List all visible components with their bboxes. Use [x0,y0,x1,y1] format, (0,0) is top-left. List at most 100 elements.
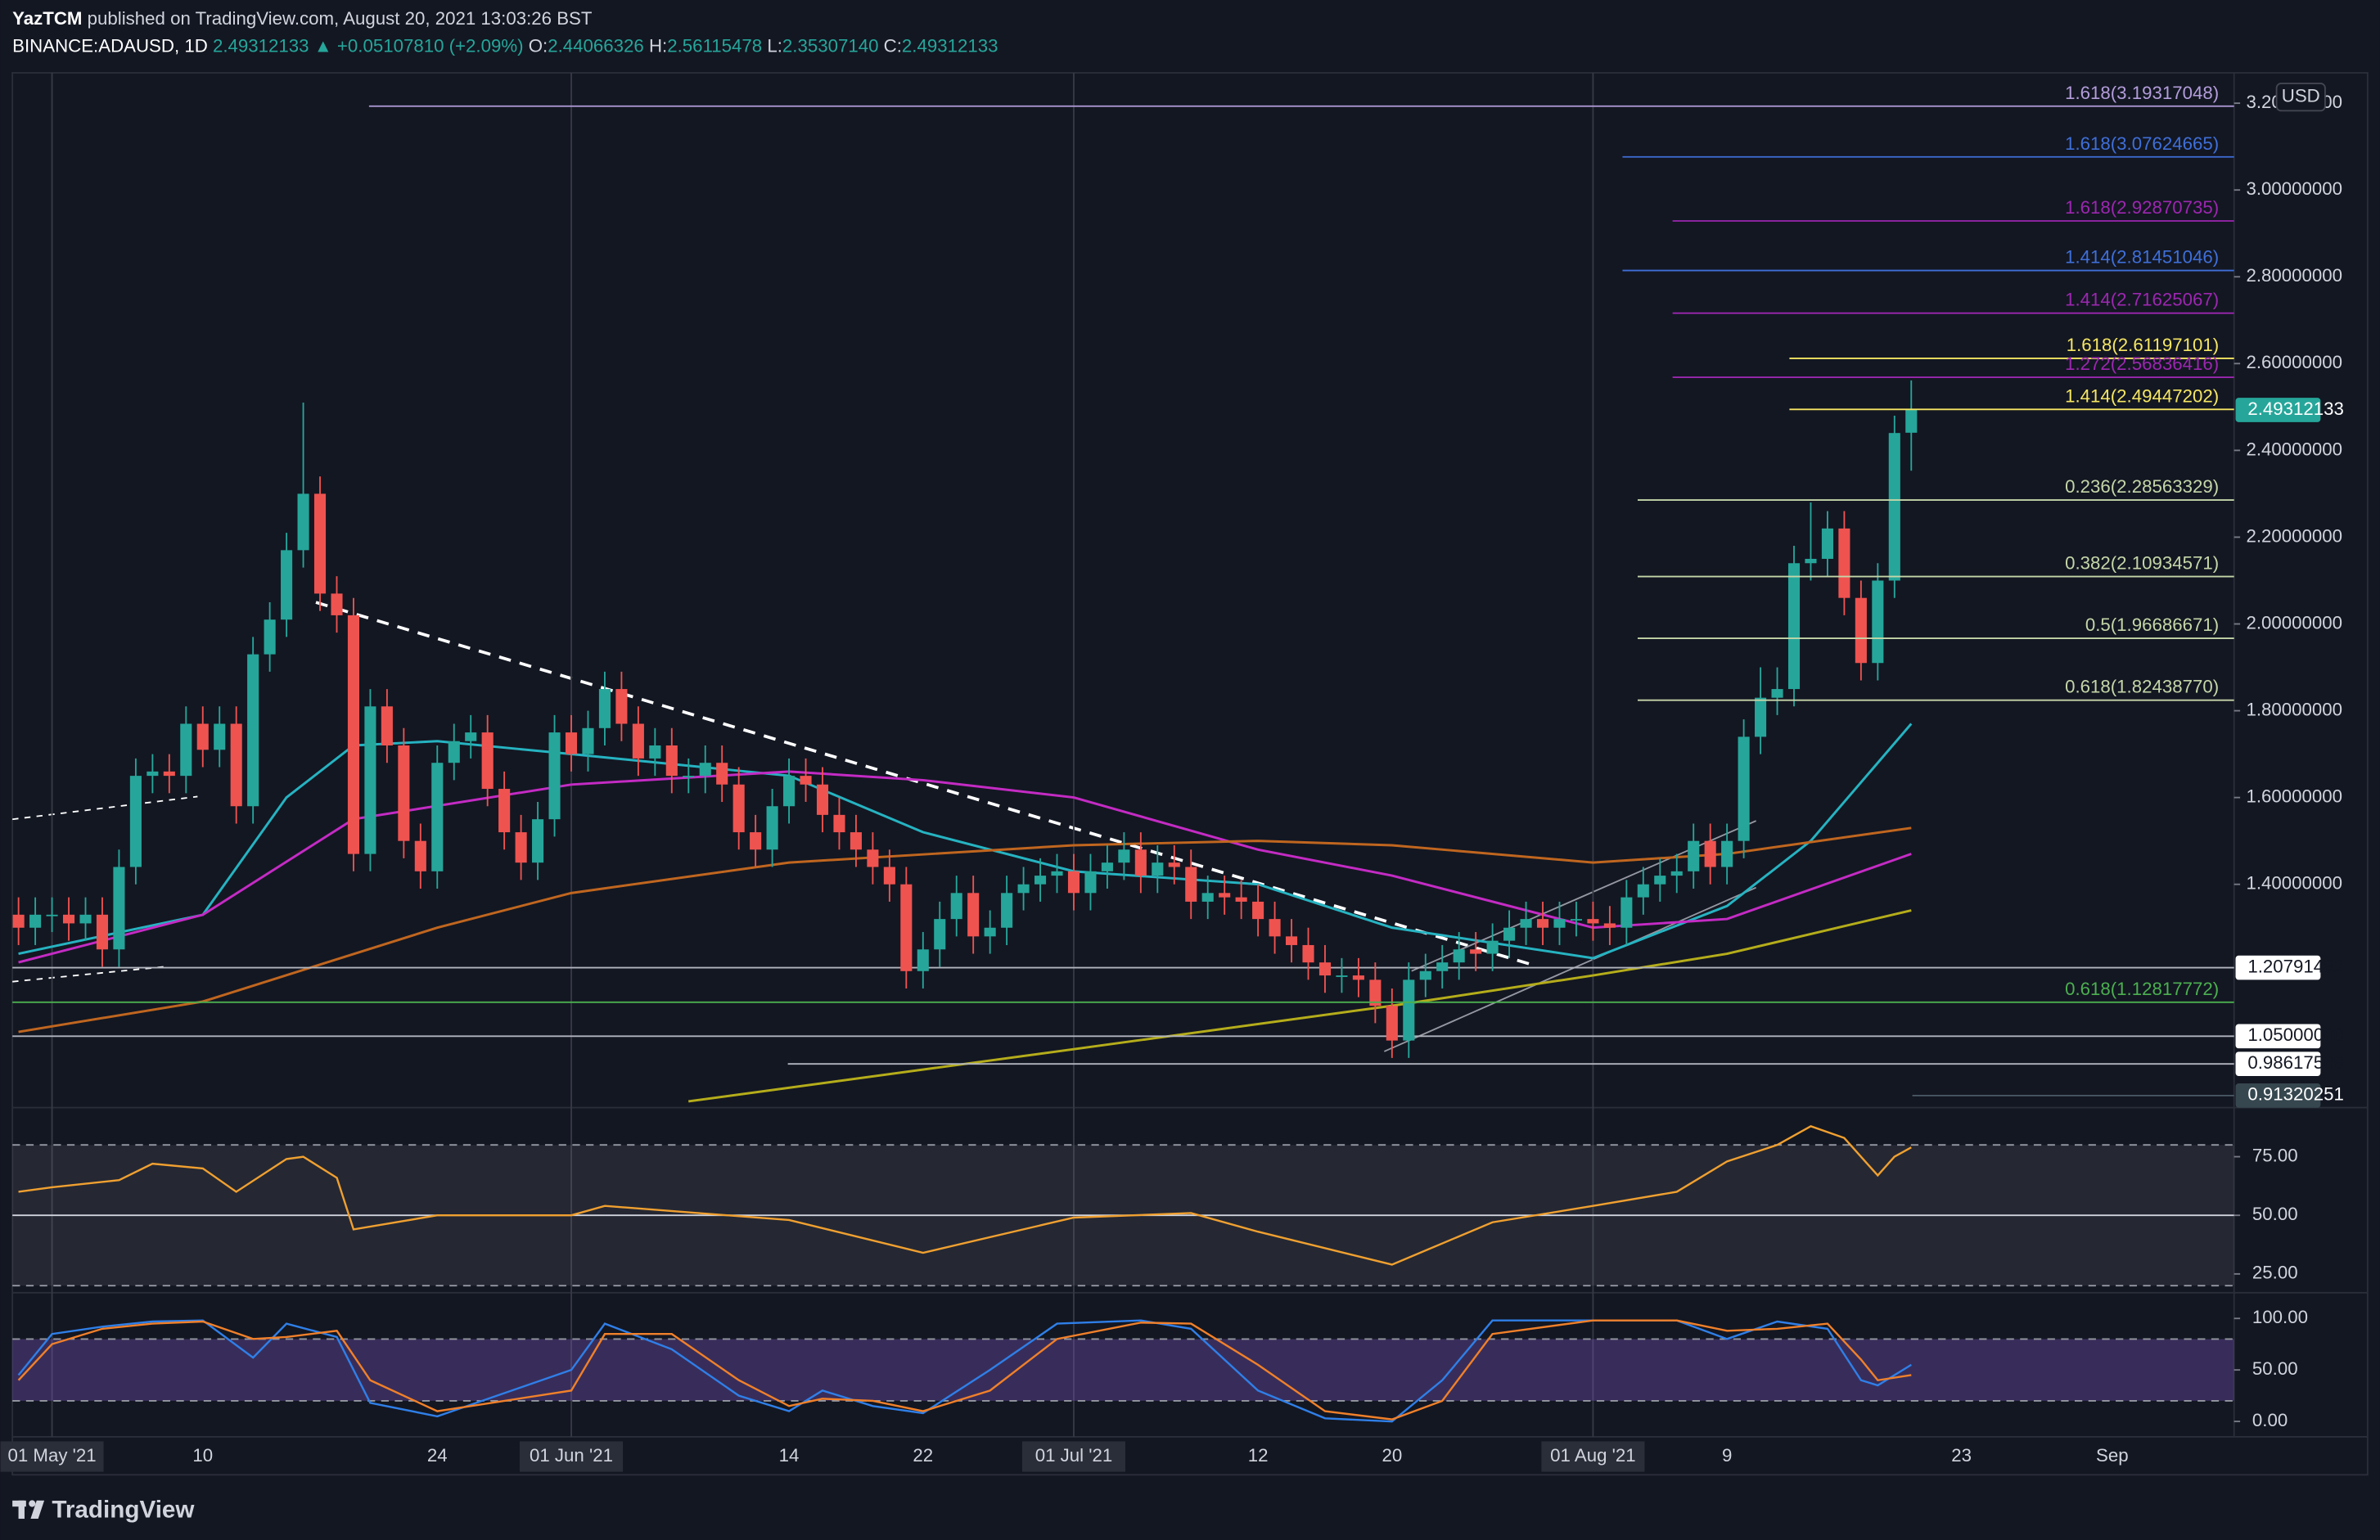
candle-body [1888,433,1900,581]
logo-part [30,1500,45,1520]
candle-body [1721,840,1733,867]
candle-body [1152,862,1164,876]
candle-body [1536,919,1549,928]
candle-body [883,867,895,885]
channel-line [1383,886,1756,1052]
fib-label: 0.5(1.96686671) [2085,615,2219,635]
change: ▲ +0.05107810 (+2.09%) [314,35,524,56]
candle-body [431,763,444,871]
x-tick-label: 23 [1951,1445,1972,1466]
candle-body [800,776,812,785]
candle-body [1185,867,1197,902]
fib-label: 0.382(2.10934571) [2065,553,2219,574]
price-tag-label: 1.20791482 [2247,956,2344,976]
candle-body [180,723,192,777]
c-label: C: [884,35,902,56]
candle-body [196,723,209,750]
fib-label: 1.618(3.19317048) [2065,83,2219,103]
candle-body [1252,901,1264,920]
candle-body [1419,970,1431,980]
header: YazTCM published on TradingView.com, Aug… [12,8,593,29]
band [12,1339,2234,1401]
candle-body [12,914,25,928]
candle-body [414,840,426,871]
trendline [12,966,168,983]
close: 2.49312133 [902,35,998,56]
candle-body [917,949,929,971]
fib-label: 0.618(1.12817772) [2065,979,2219,999]
candle-body [1118,849,1130,863]
candle-body [950,893,962,920]
candle-body [62,914,75,924]
candle-body [900,884,913,971]
chart-frame [11,72,2369,1476]
candle-body [230,723,242,807]
candle-body [1403,979,1415,1041]
y-tick-label: 0.00 [2252,1410,2288,1430]
moving-average [687,909,1912,1103]
x-tick-label: 01 Jun '21 [530,1445,613,1466]
candle-body [649,745,661,759]
x-tick-label: 01 Jul '21 [1035,1445,1113,1466]
candle-body [313,493,327,594]
candle-body [1318,962,1332,976]
candle-body [79,914,92,924]
candle-body [1168,862,1180,867]
x-tick-label: 12 [1248,1445,1269,1466]
candle-body [565,732,578,754]
fib-label: 0.618(1.82438770) [2065,677,2219,697]
candle-body [548,732,561,820]
h-label: H: [649,35,667,56]
candle-body [1453,949,1465,963]
fib-label: 1.618(2.61197101) [2067,335,2219,355]
candle-body [532,819,544,863]
o-label: O: [529,35,548,56]
candle-body [1269,919,1281,937]
candle-body [867,849,879,867]
low: 2.35307140 [782,35,879,56]
candle-body [766,806,778,850]
x-tick-label: 24 [427,1445,448,1466]
last-price-label: 2.49312133 [2247,399,2344,419]
price-tag-label: 0.91320251 [2247,1084,2344,1105]
candle-body [113,867,125,950]
candle-body [331,593,343,615]
author: YazTCM [12,8,82,29]
high: 2.56115478 [667,35,762,56]
candle-body [398,745,410,841]
price-tag [2235,1024,2321,1049]
y-tick-label: 2.40000000 [2247,439,2343,459]
candle-body [1486,940,1499,954]
candle-body [1219,893,1231,898]
candle-body [1787,563,1801,690]
candle-body [96,914,109,950]
candle-body [632,723,644,759]
symbol: BINANCE:ADAUSD, 1D [12,35,208,56]
moving-average [18,723,1913,960]
y-tick-label: 1.80000000 [2247,699,2343,719]
candle-body [1386,1006,1398,1041]
candle-body [347,615,359,854]
candle-body [1201,893,1214,902]
candle-body [1570,919,1582,921]
legend: BINANCE:ADAUSD, 1D 2.49312133 ▲ +0.05107… [12,35,998,56]
candle-body [816,784,829,815]
brand-name: TradingView [52,1497,195,1524]
candle-body [297,493,309,551]
candle-body [515,832,527,863]
candle-body [46,914,58,916]
x-tick-label: 20 [1382,1445,1402,1466]
x-tick-label: 9 [1722,1445,1732,1466]
y-tick-label: 1.60000000 [2247,786,2343,807]
price-tag-label: 1.05000000 [2247,1024,2344,1045]
candle-body [1520,919,1532,928]
candle-body [783,776,796,807]
candle-body [146,771,159,777]
candle-body [281,550,293,620]
candle-body [1051,871,1063,876]
candle-body [481,732,494,790]
candle-body [1838,528,1850,598]
candle-body [364,706,376,854]
